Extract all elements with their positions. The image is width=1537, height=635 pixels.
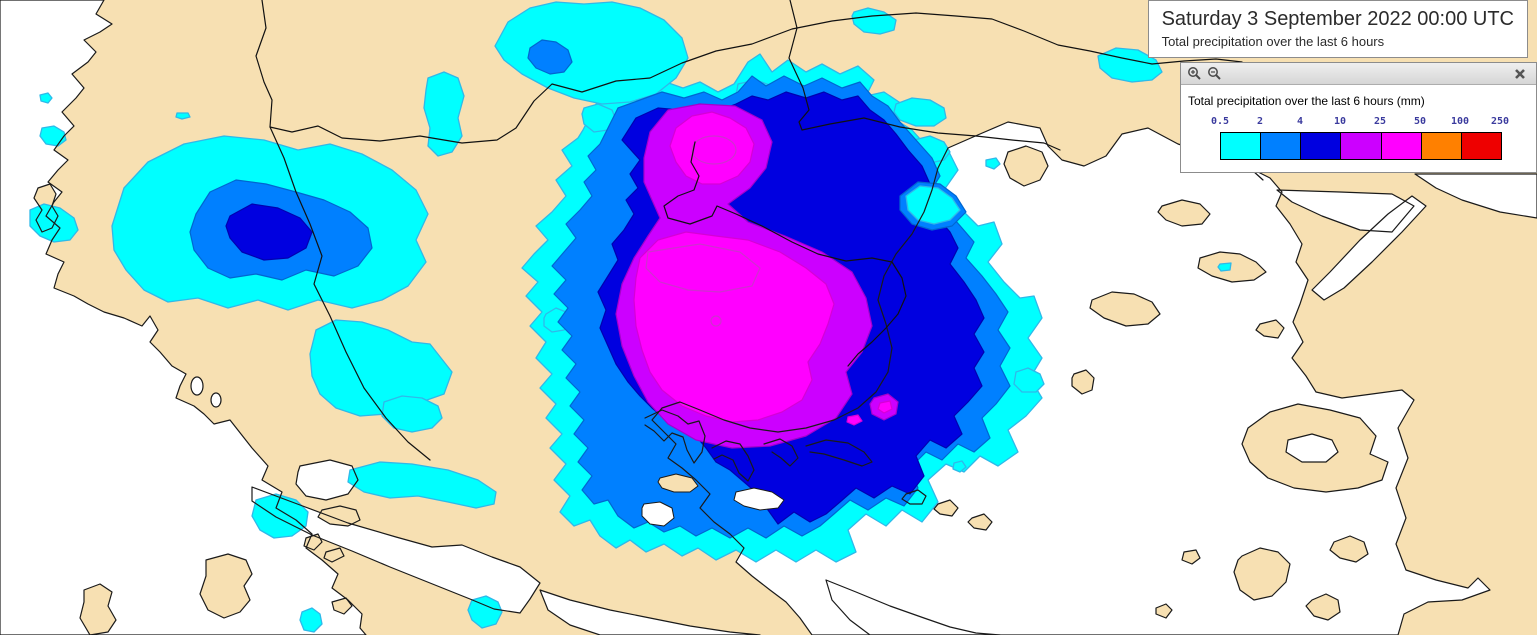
legend-color-cell (1421, 133, 1462, 159)
map-date-title: Saturday 3 September 2022 00:00 UTC (1161, 8, 1514, 30)
legend-tick-label: 100 (1450, 116, 1470, 127)
map-title-box: Saturday 3 September 2022 00:00 UTC Tota… (1147, 0, 1528, 58)
legend-panel: Total precipitation over the last 6 hour… (1180, 62, 1537, 173)
zoom-out-icon (1208, 67, 1221, 80)
legend-tick-label: 4 (1296, 116, 1304, 127)
zoom-in-icon (1188, 67, 1201, 80)
legend-color-cell (1461, 133, 1501, 159)
legend-toolbar (1181, 63, 1536, 85)
legend-tick-label: 250 (1490, 116, 1510, 127)
close-icon (1514, 68, 1525, 79)
legend-color-cell (1341, 133, 1382, 159)
legend-colorbar (1220, 132, 1502, 160)
zoom-out-button[interactable] (1206, 65, 1223, 82)
map-subtitle: Total precipitation over the last 6 hour… (1161, 34, 1385, 49)
close-button[interactable] (1511, 65, 1528, 82)
precip-layer-magenta (633, 111, 893, 426)
zoom-in-button[interactable] (1186, 65, 1203, 82)
legend-color-cell (1381, 133, 1422, 159)
precip-pocket (899, 181, 967, 231)
legend-tick-label: 50 (1413, 116, 1427, 127)
legend-ticks: 0.5 2 4 10 25 50 100 250 (1181, 116, 1536, 129)
legend-color-cell (1261, 133, 1302, 159)
legend-tick-label: 10 (1333, 116, 1347, 127)
coast-pockets (641, 473, 785, 527)
legend-title: Total precipitation over the last 6 hour… (1188, 94, 1425, 108)
legend-color-cell (1221, 133, 1262, 159)
legend-tick-label: 2 (1256, 116, 1264, 127)
legend-color-cell (1301, 133, 1342, 159)
legend-tick-label: 0.5 (1210, 116, 1230, 127)
legend-tick-label: 25 (1373, 116, 1387, 127)
